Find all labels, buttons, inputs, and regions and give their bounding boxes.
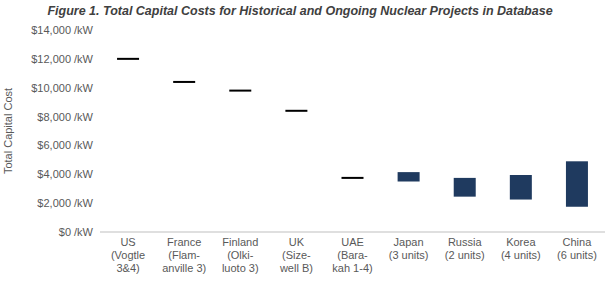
- x-tick-label: Russia(2 units): [445, 236, 485, 261]
- x-tick-label-line: US: [120, 236, 135, 248]
- y-tick: [97, 232, 100, 233]
- y-tick: [97, 87, 100, 88]
- x-tick-label-line: Korea: [506, 236, 536, 248]
- x-axis-line: [100, 232, 605, 233]
- title: Figure 1. Total Capital Costs for Histor…: [47, 4, 552, 18]
- x-tick-label: France(Flam-anville 3): [162, 236, 206, 274]
- x-tick-label-line: (Size-: [282, 249, 311, 261]
- x-tick-label-line: UK: [289, 236, 305, 248]
- range-bar: [342, 177, 364, 179]
- x-tick-label-line: kah 1-4): [332, 262, 372, 274]
- y-tick-label: $10,000 /kW: [31, 82, 93, 94]
- range-bar: [229, 90, 251, 92]
- y-axis-label: Total Capital Cost: [2, 88, 14, 174]
- x-tick-label: Korea(4 units): [501, 236, 541, 261]
- y-tick-label: $8,000 /kW: [37, 111, 93, 123]
- range-bar: [454, 178, 476, 197]
- y-tick-label: $2,000 /kW: [37, 197, 93, 209]
- y-tick-label: $12,000 /kW: [31, 53, 93, 65]
- chart-svg: Figure 1. Total Capital Costs for Histor…: [0, 0, 605, 288]
- range-bar: [117, 58, 139, 60]
- x-tick-label-line: (2 units): [445, 249, 485, 261]
- x-tick-label-line: (6 units): [557, 249, 597, 261]
- x-tick-label-line: (3 units): [389, 249, 429, 261]
- y-tick-label: $0 /kW: [59, 226, 94, 238]
- x-tick-label-line: well B): [279, 262, 313, 274]
- y-tick-label: $6,000 /kW: [37, 139, 93, 151]
- x-tick-label-line: (Bara-: [337, 249, 368, 261]
- x-tick-label-line: UAE: [341, 236, 364, 248]
- x-tick-label: China(6 units): [557, 236, 597, 261]
- x-tick-label-line: (Flam-: [168, 249, 200, 261]
- y-tick: [97, 174, 100, 175]
- x-tick-label-line: Finland: [222, 236, 258, 248]
- x-tick-label-line: (Vogtle: [111, 249, 145, 261]
- y-tick: [97, 58, 100, 59]
- x-tick-label-line: 3&4): [116, 262, 139, 274]
- range-bar: [173, 81, 195, 83]
- y-tick: [97, 116, 100, 117]
- x-tick-label-line: Japan: [394, 236, 424, 248]
- y-tick: [97, 145, 100, 146]
- x-tick-label-line: anville 3): [162, 262, 206, 274]
- y-tick: [97, 203, 100, 204]
- x-tick-label-line: luoto 3): [222, 262, 259, 274]
- y-tick-label: $14,000 /kW: [31, 24, 93, 36]
- y-tick-label: $4,000 /kW: [37, 168, 93, 180]
- range-bar: [510, 175, 532, 200]
- x-tick-label-line: France: [167, 236, 201, 248]
- x-tick-label: Finland(Olki-luoto 3): [222, 236, 259, 274]
- x-tick-label-line: (Olki-: [227, 249, 254, 261]
- x-tick-label-line: Russia: [448, 236, 483, 248]
- range-bar: [566, 161, 588, 206]
- x-tick-label-line: (4 units): [501, 249, 541, 261]
- range-bar: [398, 172, 420, 181]
- x-tick-label: UAE(Bara-kah 1-4): [332, 236, 372, 274]
- bars: [117, 58, 588, 207]
- chart-container: Figure 1. Total Capital Costs for Histor…: [0, 0, 605, 288]
- x-tick-label-line: China: [563, 236, 593, 248]
- range-bar: [285, 110, 307, 112]
- x-tick-label: UK(Size-well B): [279, 236, 313, 274]
- x-tick-label: US(Vogtle3&4): [111, 236, 145, 274]
- y-tick: [97, 30, 100, 31]
- x-tick-label: Japan(3 units): [389, 236, 429, 261]
